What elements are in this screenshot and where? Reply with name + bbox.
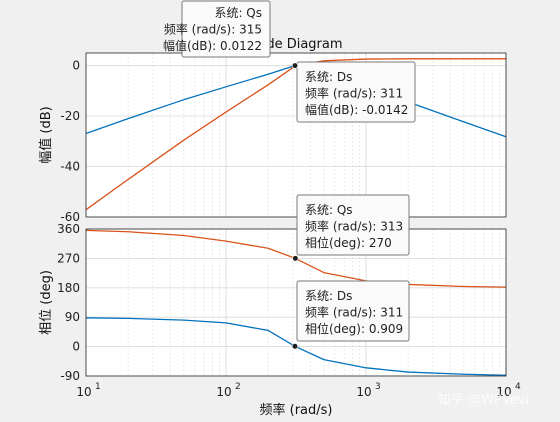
x-tick-label-exponent: 3 — [375, 382, 381, 392]
datatip-marker — [291, 62, 299, 69]
phase-frame — [85, 228, 507, 377]
datatip-box — [181, 0, 271, 58]
phase-y-tick-label: 0 — [72, 340, 80, 354]
magnitude-plot-area — [86, 53, 506, 217]
phase-axes: 360 270 180 90 0 -90 相位 (deg) — [39, 222, 507, 383]
datatip-text: 频率 (rad/s): 311 — [305, 305, 403, 320]
datatip-box — [296, 280, 410, 342]
x-tick-label-exponent: 4 — [515, 382, 521, 392]
datatip-text: 幅值(dB): 0.0122 — [163, 38, 262, 53]
phase-plot-area — [86, 229, 506, 376]
x-tick-label-exponent: 1 — [95, 382, 101, 392]
phase-y-axis-label: 相位 (deg) — [39, 270, 54, 335]
magnitude-frame — [85, 52, 507, 218]
x-tick-label-base: 10 — [216, 385, 231, 399]
phase-y-tick-label: 90 — [65, 310, 80, 324]
phase-y-tick-label: 270 — [57, 251, 80, 265]
x-axis-label: 频率 (rad/s) — [260, 402, 333, 418]
phase-y-tick-label: 180 — [57, 281, 80, 295]
datatip-text: 相位(deg): 270 — [305, 235, 392, 250]
x-tick-label-base: 10 — [356, 385, 371, 399]
magnitude-y-tick-label: -60 — [60, 210, 80, 224]
datatip-text: 系统: Qs — [305, 203, 353, 217]
x-tick-label-base: 10 — [76, 385, 91, 399]
datatip-text: 相位(deg): 0.909 — [305, 321, 403, 336]
magnitude-y-axis-label: 幅值 (dB) — [38, 106, 54, 163]
datatip-marker — [292, 255, 299, 262]
datatip-text: 幅值(dB): -0.0142 — [305, 102, 408, 117]
datatip-text: 频率 (rad/s): 315 — [164, 22, 262, 37]
magnitude-axes: 0 -20 -40 -60 幅值 (dB) — [38, 52, 507, 224]
magnitude-y-tick-label: 0 — [72, 59, 80, 73]
datatip-text: 系统: Ds — [305, 289, 352, 303]
watermark-text: 知乎 @WPVevi — [438, 392, 529, 408]
datatip-text: 系统: Qs — [214, 6, 262, 20]
magnitude-grid — [85, 53, 507, 218]
x-tick-label-exponent: 2 — [235, 382, 241, 392]
datatip-text: 系统: Ds — [305, 70, 352, 84]
phase-y-tick-label: -90 — [60, 369, 80, 383]
datatip-text: 频率 (rad/s): 311 — [305, 86, 403, 101]
phase-y-tick-label: 360 — [57, 222, 80, 236]
magnitude-y-tick-label: -40 — [60, 160, 80, 174]
datatip-marker — [291, 343, 299, 350]
datatip-text: 频率 (rad/s): 313 — [305, 219, 403, 234]
datatip-box — [296, 61, 416, 123]
magnitude-y-tick-label: -20 — [60, 109, 80, 123]
x-tick-label-base: 10 — [496, 385, 511, 399]
chart-title: Bode Diagram — [249, 37, 342, 52]
datatip-box — [296, 194, 410, 256]
x-tick-labels: 10 1 10 2 10 3 10 4 — [76, 382, 521, 399]
